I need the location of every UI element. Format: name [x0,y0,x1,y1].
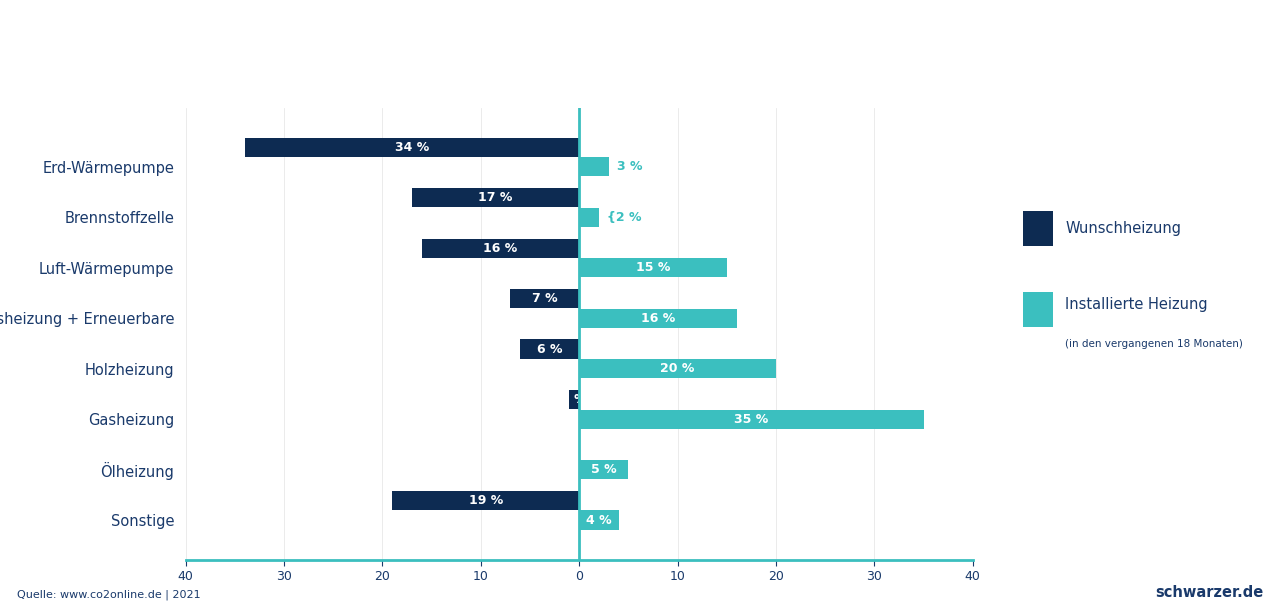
Text: WAS HABE ICH?: WAS HABE ICH? [1053,138,1188,153]
Bar [579,510,618,530]
Text: Installierte Heizung: Installierte Heizung [1065,298,1208,312]
Bar [579,410,924,429]
Bar [421,239,579,258]
Text: 17 %: 17 % [479,191,513,204]
Text: 15 %: 15 % [636,261,671,274]
Text: schwarzer.de: schwarzer.de [1155,585,1263,600]
Text: Quelle: www.co2online.de | 2021: Quelle: www.co2online.de | 2021 [17,589,200,600]
Text: {2 %: {2 % [607,211,641,224]
Text: 5 %: 5 % [591,463,617,476]
Bar [392,491,579,510]
Bar [579,309,736,328]
Bar [579,157,609,177]
Bar [412,188,579,207]
Text: 6 %: 6 % [536,343,562,355]
Bar [520,339,579,359]
Text: (in den vergangenen 18 Monaten): (in den vergangenen 18 Monaten) [1065,339,1243,349]
Bar [579,460,628,479]
Text: 16 %: 16 % [484,242,517,255]
Bar [511,289,579,308]
Text: 35 %: 35 % [735,413,768,426]
Bar [1023,211,1053,246]
Text: Wunschheizung: Wunschheizung [1065,221,1181,236]
Bar [579,208,599,227]
Bar [570,390,579,409]
Text: Heizungstausch-Umfrage: „Wunsch vs. Wirklichkeit“: Heizungstausch-Umfrage: „Wunsch vs. Wirk… [86,29,1194,66]
Text: 20 %: 20 % [660,362,695,375]
Bar [579,359,776,378]
Bar [579,258,727,277]
Text: 19 %: 19 % [468,494,503,507]
Bar [244,138,579,157]
Bar [1023,292,1053,327]
Text: 1 %: 1 % [562,393,588,406]
Text: 3 %: 3 % [617,161,643,173]
Text: 34 %: 34 % [394,141,429,154]
Text: 4 %: 4 % [586,514,612,526]
Text: 7 %: 7 % [532,292,558,305]
Text: 16 %: 16 % [641,312,675,325]
